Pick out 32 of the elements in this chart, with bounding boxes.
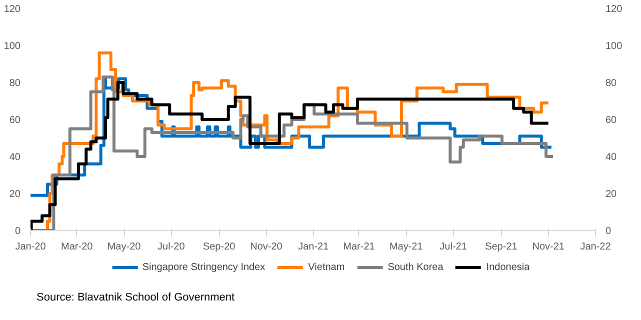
x-tick-label: Mar-21 (343, 242, 376, 252)
y2-tick-label: 80 (606, 78, 618, 89)
y-tick-label: 0 (14, 226, 21, 237)
y2-tick-label: 120 (606, 4, 623, 15)
y2-tick-label: 60 (606, 115, 618, 126)
x-tick-label: Jan-21 (298, 242, 330, 252)
x-tick-label: Jul-20 (158, 242, 186, 252)
x-tick-label: May-21 (389, 242, 424, 252)
y-tick-label: 120 (4, 4, 21, 15)
y-tick-label: 80 (9, 78, 21, 89)
legend-label: Singapore Stringency Index (142, 262, 266, 272)
x-tick-label: Nov-20 (250, 242, 283, 252)
x-tick-label: Nov-21 (532, 242, 565, 252)
y2-tick-label: 20 (606, 189, 618, 200)
x-tick-label: Sep-20 (202, 242, 236, 252)
legend-label: South Korea (388, 262, 444, 272)
y-tick-label: 40 (9, 152, 21, 163)
source-note: Source: Blavatnik School of Government (36, 292, 235, 304)
legend-label: Vietnam (308, 262, 345, 272)
y2-tick-label: 0 (606, 226, 612, 237)
x-tick-label: Jul-21 (440, 242, 468, 252)
y-tick-label: 100 (4, 41, 21, 52)
y2-tick-label: 100 (606, 41, 623, 52)
x-tick-label: May-20 (107, 242, 142, 252)
y-tick-label: 20 (9, 189, 21, 200)
y2-tick-label: 40 (606, 152, 618, 163)
legend-label: Indonesia (486, 262, 530, 272)
x-tick-label: Mar-20 (61, 242, 94, 252)
x-tick-label: Jan-20 (15, 242, 46, 252)
y-tick-label: 60 (9, 115, 21, 126)
x-tick-label: Jan-22 (580, 242, 612, 252)
x-tick-label: Sep-21 (485, 242, 518, 252)
